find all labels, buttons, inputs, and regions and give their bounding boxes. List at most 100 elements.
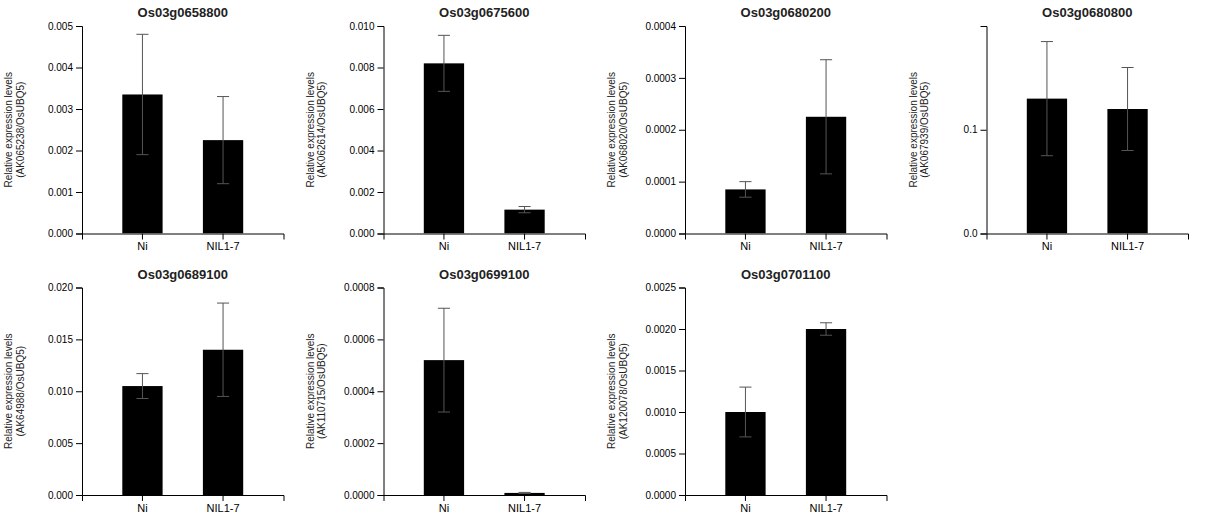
plot-area <box>1027 42 1148 234</box>
tick-label: 0.002 <box>48 145 73 156</box>
tick-mark <box>76 339 82 340</box>
tick-mark <box>378 234 384 235</box>
tick-mark <box>826 234 827 240</box>
x-axis: Ni NIL1-7 <box>384 495 586 514</box>
tick: 0.1 <box>964 124 987 135</box>
axis-title-line: (AK065238/OsUBQ5) <box>15 82 26 178</box>
title: Os03g0680200 <box>741 5 831 20</box>
tick-label: 0.0 <box>964 228 978 239</box>
tick-label: 0.004 <box>349 145 374 156</box>
tick: 0.005 <box>48 438 82 449</box>
tick-mark <box>378 192 384 193</box>
tick: 0.0002 <box>344 438 384 449</box>
tick: NIL1-7 <box>1111 234 1144 253</box>
axis-title-line: (AK068020/OsUBQ5) <box>618 82 629 178</box>
tick: 0.010 <box>349 21 383 32</box>
axis-line <box>679 27 686 235</box>
tick-mark <box>76 288 82 289</box>
error-bar <box>1122 68 1134 151</box>
axis-title: Relative expression levels(AK110715/OsUB… <box>305 333 328 449</box>
title: Os03g0680800 <box>1042 5 1132 20</box>
tick-mark <box>679 78 685 79</box>
tick-mark <box>679 329 685 330</box>
tick-label: 0.0020 <box>645 324 676 335</box>
error-bar <box>217 97 229 184</box>
tick-mark <box>524 234 525 240</box>
tick-label: NIL1-7 <box>508 502 541 514</box>
tick-label: 0.0025 <box>645 282 676 293</box>
axis-line <box>83 496 285 502</box>
tick-label: NIL1-7 <box>810 502 843 514</box>
tick: 0.000 <box>48 490 82 501</box>
error-bar <box>739 387 751 437</box>
tick: NIL1-7 <box>810 495 843 514</box>
y-axis: 0.000 0.005 0.010 0.015 0.020 <box>48 282 83 501</box>
x-axis: Ni NIL1-7 <box>83 495 285 514</box>
x-axis: Ni NIL1-7 <box>686 495 888 514</box>
tick: 0.0000 <box>645 490 685 501</box>
tick: 0.0020 <box>645 324 685 335</box>
axis-line <box>378 27 385 235</box>
tick-label: 0.0010 <box>645 407 676 418</box>
tick-label: 0.0004 <box>344 386 375 397</box>
error-bar <box>136 34 148 154</box>
tick-mark <box>679 130 685 131</box>
tick: NIL1-7 <box>207 495 240 514</box>
tick-label: 0.010 <box>48 386 73 397</box>
error-bar <box>820 323 832 335</box>
tick-mark <box>981 130 987 131</box>
tick-label: 0.006 <box>349 104 374 115</box>
tick-label: 0.005 <box>48 21 73 32</box>
tick-label: Ni <box>137 502 147 514</box>
axis-line <box>679 288 686 496</box>
axis-line <box>686 234 888 240</box>
tick: Ni <box>740 495 750 514</box>
tick-mark <box>378 151 384 152</box>
tick-mark <box>378 339 384 340</box>
tick-mark <box>1046 234 1047 240</box>
tick-mark <box>1127 234 1128 240</box>
axis-title-line: (AK110715/OsUBQ5) <box>316 344 327 439</box>
panel: 0.0000.0050.0100.0150.020NiNIL1-7Os03g06… <box>3 267 284 514</box>
y-axis: 0.0 0.1 <box>964 27 987 240</box>
tick-label: 0.000 <box>48 490 73 501</box>
tick-mark <box>378 109 384 110</box>
tick: 0.006 <box>349 104 383 115</box>
tick: 0.0000 <box>645 228 685 239</box>
tick-mark <box>76 68 82 69</box>
tick: 0.0001 <box>645 176 685 187</box>
title: Os03g0699100 <box>439 267 529 282</box>
error-bar <box>136 374 148 399</box>
tick-label: 0.020 <box>48 282 73 293</box>
tick-label: 0.0002 <box>344 438 375 449</box>
tick: NIL1-7 <box>508 495 541 514</box>
tick-mark <box>76 109 82 110</box>
tick-label: 0.015 <box>48 334 73 345</box>
tick: 0.0 <box>964 228 987 239</box>
tick: 0.0015 <box>645 365 685 376</box>
axis-title: Relative expression levels(AK065238/OsUB… <box>3 72 26 188</box>
tick-mark <box>378 68 384 69</box>
tick: Ni <box>137 495 147 514</box>
title: Os03g0675600 <box>439 5 529 20</box>
axis-title: Relative expression levels(AK062614/OsUB… <box>305 72 328 188</box>
y-axis: 0.00000.00050.00100.00150.00200.0025 <box>645 282 685 501</box>
tick-mark <box>223 234 224 240</box>
title: Os03g0658800 <box>138 5 228 20</box>
tick: 0.008 <box>349 62 383 73</box>
tick: 0.001 <box>48 187 82 198</box>
axis-line <box>987 234 1189 240</box>
panel: 0.0000.0020.0040.0060.0080.010NiNIL1-7Os… <box>305 5 586 252</box>
tick: Ni <box>137 234 147 253</box>
title: Os03g0701100 <box>741 267 831 282</box>
tick: Ni <box>439 495 449 514</box>
error-bar <box>519 492 531 493</box>
tick-label: NIL1-7 <box>207 240 240 252</box>
error-bar <box>438 308 450 412</box>
tick-label: 0.0006 <box>344 334 375 345</box>
chart: 0.0000.0010.0020.0030.0040.005NiNIL1-7Os… <box>0 0 1206 523</box>
tick-mark <box>826 495 827 501</box>
tick-label: 0.0000 <box>344 490 375 501</box>
x-axis: NiNIL1-7 <box>686 234 888 253</box>
tick: 0.004 <box>349 145 383 156</box>
